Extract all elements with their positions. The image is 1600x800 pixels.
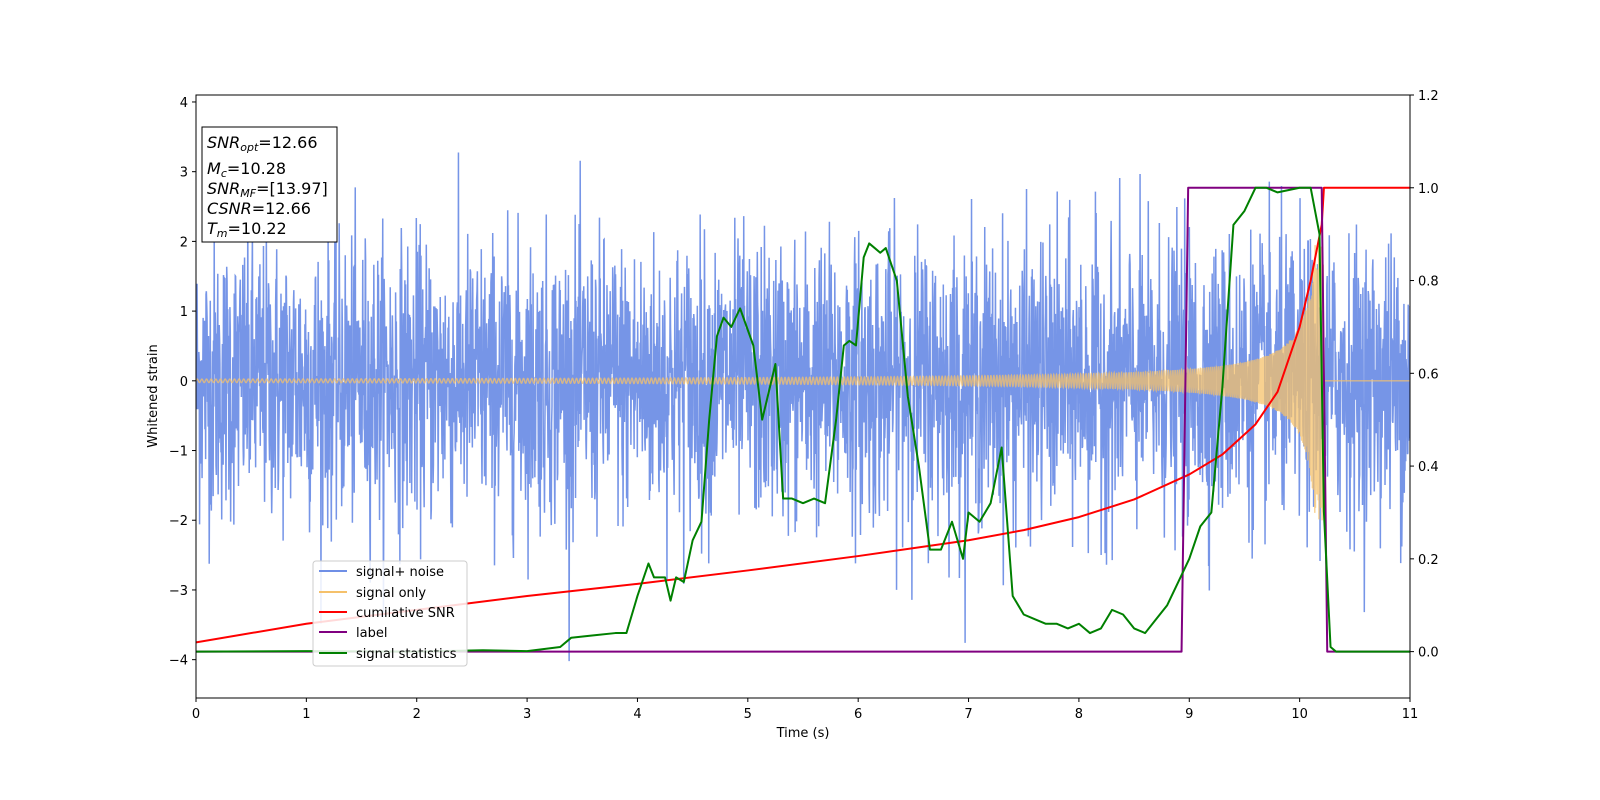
y-right-tick-label: 1.0 [1418, 182, 1439, 197]
y-right-tick-label: 1.2 [1418, 89, 1439, 104]
y-left-tick-label: −2 [169, 514, 188, 529]
y-left-tick-label: −3 [169, 584, 188, 599]
x-tick-label: 11 [1402, 707, 1419, 722]
series-signal-only [196, 242, 1410, 521]
info-snr-opt: SNRopt=12.66 [207, 133, 318, 154]
x-tick-label: 1 [302, 707, 310, 722]
series-cumulative-snr [196, 186, 1410, 644]
y-axis-label: Whitened strain [146, 344, 161, 447]
plot-frame [195, 94, 1411, 699]
legend-label-signal-noise: signal+ noise [356, 565, 444, 580]
info-tm: Tm=10.22 [207, 219, 287, 240]
info-box: SNRopt=12.66 Mc=10.28 SNRMF=[13.97] CSNR… [201, 126, 338, 243]
y-left-tick-label: 4 [180, 96, 188, 111]
legend-label-signal-statistics: signal statistics [356, 647, 457, 662]
y-axis-left: 4 3 2 1 0 −1 −2 −3 −4 [169, 96, 196, 669]
info-snr-mf: SNRMF=[13.97] [207, 179, 328, 200]
legend-label-label: label [356, 626, 387, 641]
x-tick-label: 2 [413, 707, 421, 722]
y-right-tick-label: 0.0 [1418, 646, 1439, 661]
y-left-tick-label: 3 [180, 166, 188, 181]
x-tick-label: 4 [633, 707, 641, 722]
series-signal-statistics [196, 186, 1410, 653]
y-right-tick-label: 0.8 [1418, 275, 1439, 290]
legend-frame [312, 560, 468, 667]
info-box-frame [201, 126, 338, 243]
x-tick-label: 0 [192, 707, 200, 722]
y-left-tick-label: −4 [169, 654, 188, 669]
x-tick-label: 5 [744, 707, 752, 722]
legend-label-cumulative-snr: cumilative SNR [356, 606, 455, 621]
y-left-tick-label: 0 [180, 375, 188, 390]
y-left-tick-label: 2 [180, 235, 188, 250]
x-axis: 0 1 2 3 4 5 6 7 8 9 10 11 [192, 698, 1418, 722]
y-right-tick-label: 0.2 [1418, 553, 1439, 568]
series-signal-noise [196, 152, 1410, 662]
info-mc: Mc=10.28 [207, 159, 286, 180]
legend-label-signal-only: signal only [356, 586, 426, 601]
y-left-tick-label: −1 [169, 445, 188, 460]
y-left-tick-label: 1 [180, 305, 188, 320]
x-tick-label: 6 [854, 707, 862, 722]
x-tick-label: 8 [1075, 707, 1083, 722]
y-right-tick-label: 0.4 [1418, 460, 1439, 475]
legend: signal+ noise signal only cumilative SNR… [312, 560, 468, 667]
plot-area [196, 152, 1410, 662]
x-axis-label: Time (s) [776, 726, 830, 741]
x-tick-label: 9 [1185, 707, 1193, 722]
x-tick-label: 7 [964, 707, 972, 722]
x-tick-label: 3 [523, 707, 531, 722]
x-tick-label: 10 [1291, 707, 1308, 722]
info-csnr: CSNR=12.66 [207, 199, 311, 218]
y-axis-right: 1.2 1.0 0.8 0.6 0.4 0.2 0.0 [1410, 89, 1439, 661]
y-right-tick-label: 0.6 [1418, 367, 1439, 382]
